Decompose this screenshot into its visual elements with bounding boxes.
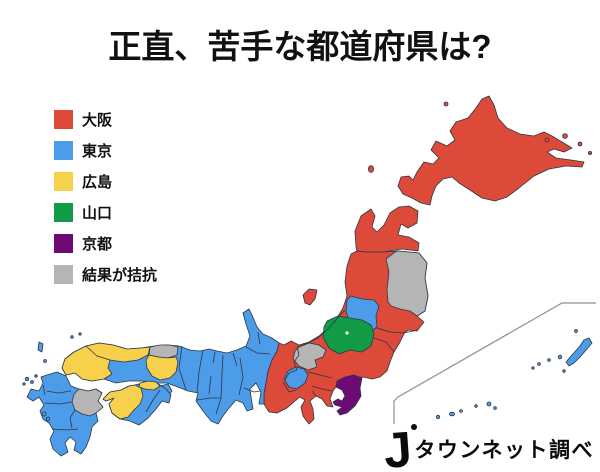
legend-item-tokyo: 東京	[54, 141, 157, 160]
legend-label: 山口	[82, 205, 113, 222]
region-yamaguchi-pref	[61, 345, 113, 382]
prefecture-borders	[42, 309, 419, 431]
osaka-color-swatch	[54, 110, 73, 129]
region-kyushu-islands	[22, 332, 82, 422]
j-logo-mark: J	[381, 421, 414, 472]
legend-item-yamaguchi: 山口	[54, 203, 157, 222]
attribution-logo: J タウンネット調べ	[381, 421, 594, 472]
region-gunma	[292, 342, 327, 371]
region-aomori	[354, 205, 420, 253]
region-kagawa	[138, 380, 161, 391]
yamaguchi-color-swatch	[54, 203, 73, 222]
logo-dot	[410, 424, 417, 430]
region-okinawa	[435, 329, 593, 420]
legend-label: 京都	[82, 236, 113, 253]
kyoto-color-swatch	[54, 234, 73, 253]
legend-item-tie: 結果が拮抗	[54, 265, 157, 284]
hiroshima-color-swatch	[54, 172, 73, 191]
legend: 大阪 東京 広島 山口 京都 結果が拮抗	[54, 110, 157, 296]
lake-dot	[345, 331, 349, 335]
tie-color-swatch	[54, 265, 73, 284]
legend-label: 東京	[82, 143, 113, 160]
attribution-text: タウンネット調べ	[414, 438, 594, 462]
legend-item-osaka: 大阪	[54, 110, 157, 129]
region-tochigi	[322, 315, 375, 355]
legend-label: 大阪	[82, 112, 113, 129]
region-ehime	[102, 384, 144, 420]
region-sado	[302, 288, 318, 306]
region-okayama	[145, 354, 179, 381]
legend-item-hiroshima: 広島	[54, 172, 157, 191]
region-iwate	[385, 250, 429, 317]
region-chiba	[332, 374, 363, 416]
legend-label: 結果が拮抗	[82, 267, 158, 284]
page-title: 正直、苦手な都道府県は?	[108, 28, 492, 65]
legend-item-kyoto: 京都	[54, 234, 157, 253]
region-hokkaido-islets	[367, 101, 593, 173]
tokyo-color-swatch	[54, 141, 73, 160]
okinawa-inset-line	[393, 302, 596, 424]
legend-label: 広島	[82, 174, 113, 191]
region-hokkaido	[397, 95, 585, 206]
